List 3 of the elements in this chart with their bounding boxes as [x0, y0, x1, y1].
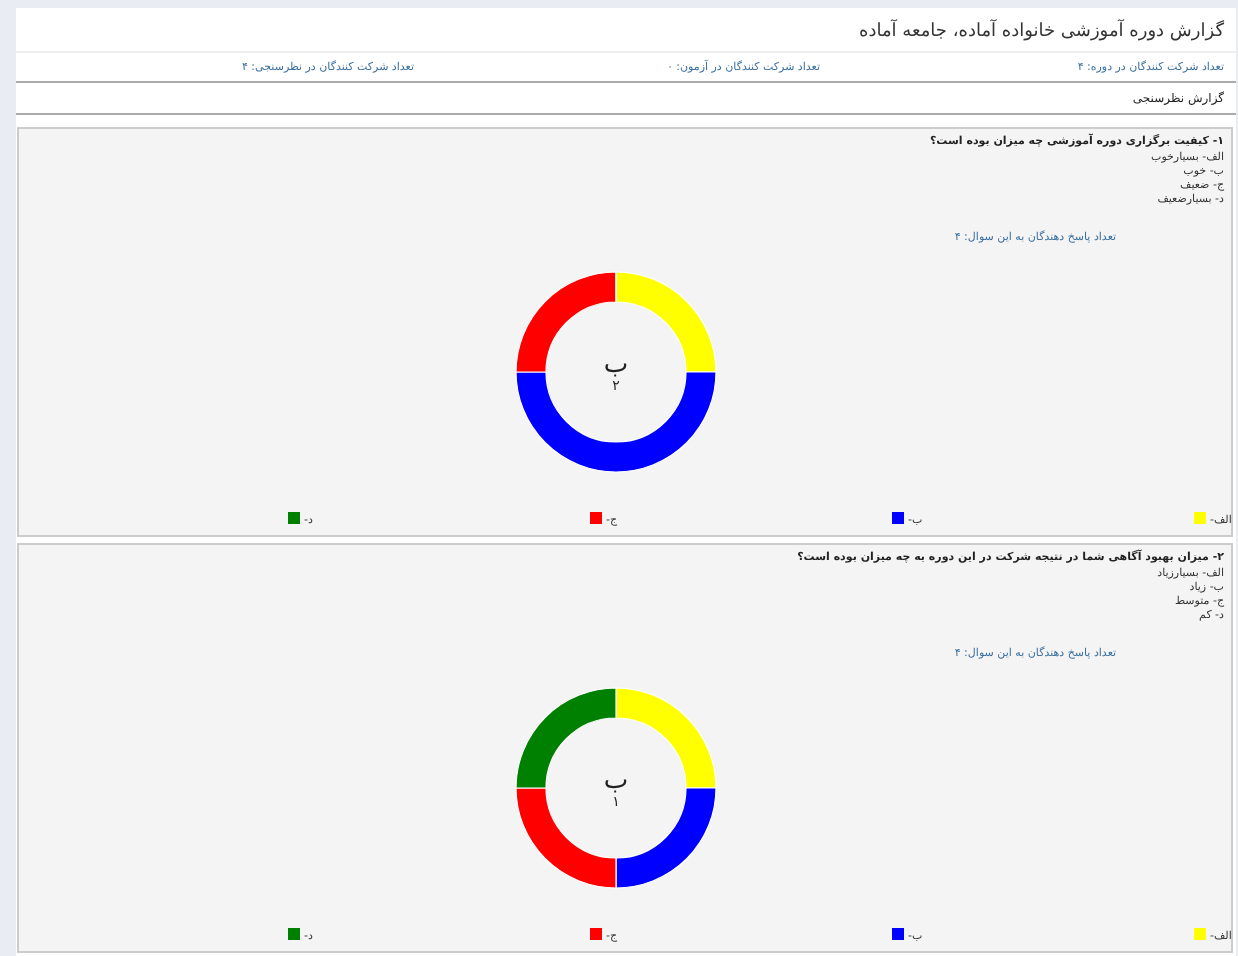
text: ب — [603, 350, 629, 380]
text: گزارش دوره آموزشی خانواده آماده، جامعه آماده — [859, 18, 1226, 42]
text: ب — [603, 766, 629, 796]
